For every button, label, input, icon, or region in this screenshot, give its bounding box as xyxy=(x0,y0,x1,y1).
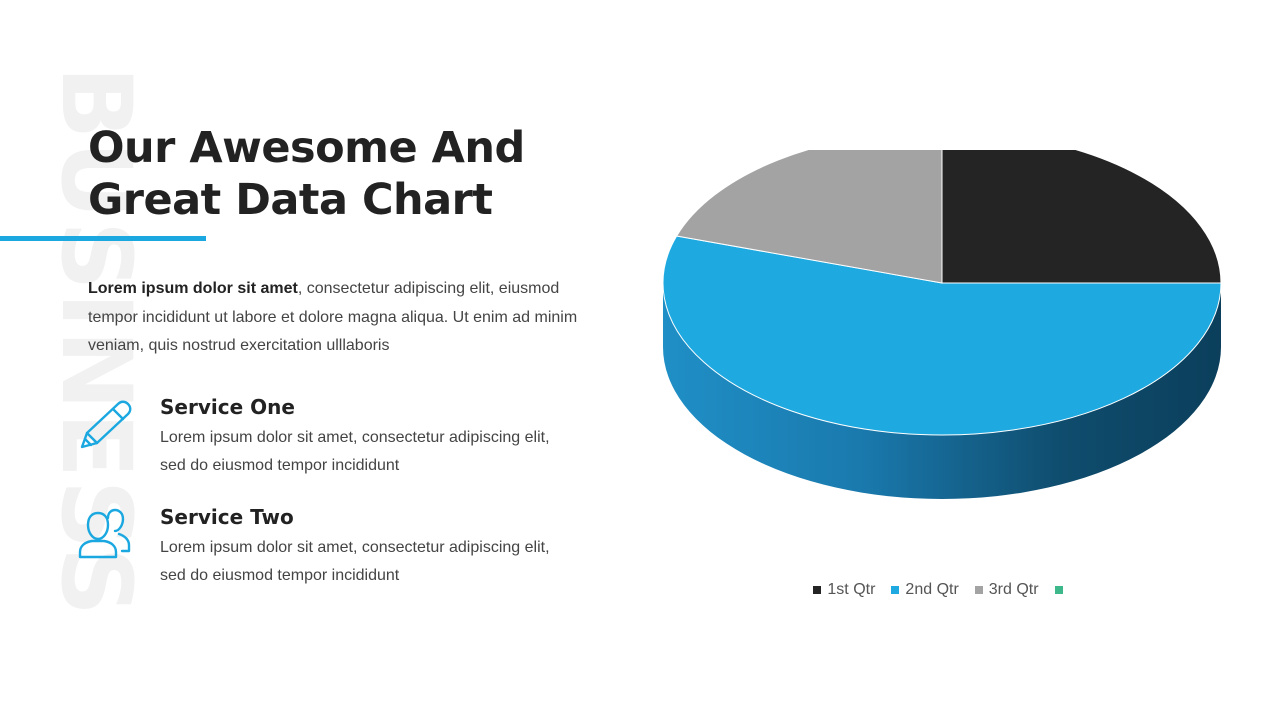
service-two: Service Two Lorem ipsum dolor sit amet, … xyxy=(78,505,578,595)
legend-item-2nd-qtr: 2nd Qtr xyxy=(891,579,959,601)
pie-chart xyxy=(662,150,1222,499)
legend-label: 3rd Qtr xyxy=(988,581,1039,598)
legend-item-3rd-qtr: 3rd Qtr xyxy=(974,579,1039,601)
legend-label: 2nd Qtr xyxy=(905,581,959,598)
users-icon xyxy=(78,508,131,559)
background-watermark: BUSINESS xyxy=(40,66,152,618)
intro-bold-text: Lorem ipsum dolor sit amet xyxy=(88,280,298,297)
legend-item-unlabeled xyxy=(1054,579,1063,601)
title-line-1: Our Awesome And xyxy=(88,123,525,173)
service-one: Service One Lorem ipsum dolor sit amet, … xyxy=(78,395,578,485)
service-two-text: Lorem ipsum dolor sit amet, consectetur … xyxy=(160,539,550,584)
pie-slice-3rd-qtr xyxy=(675,150,943,284)
pie-side-2nd-qtr xyxy=(663,283,1221,499)
title-accent-bar xyxy=(0,236,206,241)
pie-top-layer xyxy=(662,150,1222,436)
legend-swatch xyxy=(974,586,983,594)
legend-swatch xyxy=(891,586,900,594)
title-line-2: Great Data Chart xyxy=(88,175,493,225)
legend-item-1st-qtr: 1st Qtr xyxy=(813,579,875,601)
pencil-icon xyxy=(80,400,132,449)
intro-paragraph: Lorem ipsum dolor sit amet, consectetur … xyxy=(88,275,578,361)
legend-label: 1st Qtr xyxy=(827,581,876,598)
service-one-text: Lorem ipsum dolor sit amet, consectetur … xyxy=(160,429,550,474)
legend-swatch xyxy=(813,586,822,594)
chart-legend: 1st Qtr 2nd Qtr 3rd Qtr xyxy=(600,579,1276,601)
service-one-title: Service One xyxy=(160,395,295,419)
legend-swatch xyxy=(1054,586,1063,594)
pie-side-layer xyxy=(663,283,1221,499)
service-two-title: Service Two xyxy=(160,505,294,529)
intro-body-text: , consectetur adipiscing elit, eiusmod t… xyxy=(88,280,578,354)
pie-slice-1st-qtr xyxy=(941,150,1222,284)
page-title: Our Awesome And Great Data Chart xyxy=(88,122,588,226)
pie-slice-2nd-qtr xyxy=(662,235,1222,436)
